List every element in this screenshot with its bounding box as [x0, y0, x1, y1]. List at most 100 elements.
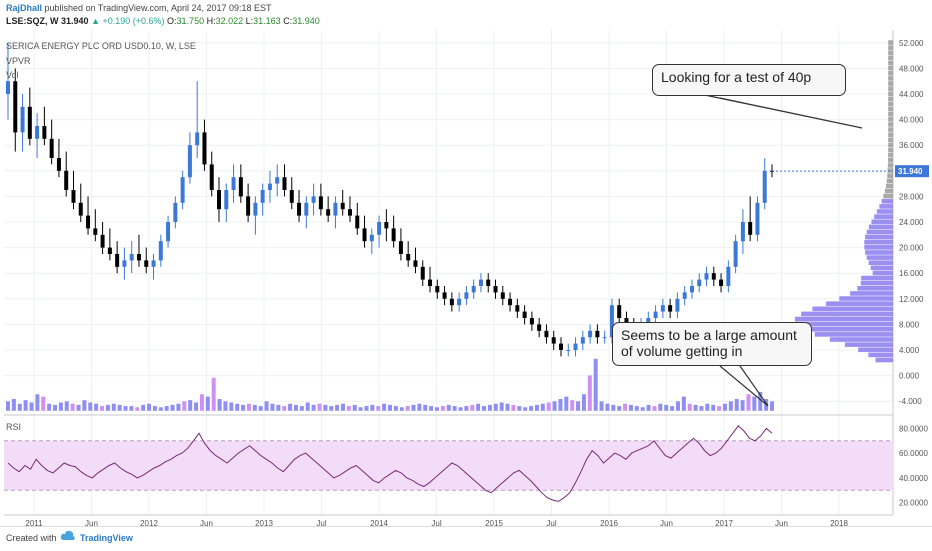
candle-body [209, 164, 214, 190]
price-tick-label: 28.000 [899, 192, 924, 201]
rsi-label[interactable]: RSI [6, 422, 22, 432]
candle-body [646, 318, 651, 325]
volume-bar [258, 406, 263, 411]
vpvr-bar [868, 260, 893, 266]
volume-bar [241, 404, 246, 411]
candle-body [71, 190, 76, 203]
volume-bar [617, 406, 622, 411]
vpvr-bar [850, 291, 893, 296]
volume-bar [82, 400, 87, 411]
rsi-tick-label: 80.0000 [899, 424, 928, 433]
volume-bar [652, 406, 657, 411]
volume-bar [199, 394, 204, 411]
volume-label[interactable]: Vol [6, 70, 19, 80]
candle-body [617, 305, 622, 318]
candle-body [435, 286, 440, 293]
candle-body [304, 202, 309, 216]
vpvr-bar [886, 178, 893, 184]
volume-bar [505, 403, 510, 411]
time-tick-label: Jun [200, 519, 213, 526]
volume-bar [129, 406, 134, 411]
price-tick-label: 52.000 [899, 39, 924, 48]
volume-bar [429, 406, 434, 411]
vpvr-bar [802, 326, 893, 332]
vpvr-bar [888, 117, 893, 122]
candle-body [180, 177, 185, 203]
vpvr-bar [866, 255, 893, 260]
candle-body [64, 170, 69, 190]
volume-bar [47, 403, 52, 411]
vpvr-bar [874, 214, 893, 219]
time-tick-label: 2013 [255, 519, 273, 526]
price-chart[interactable]: 52.00048.00044.00040.00036.00032.00028.0… [0, 30, 932, 526]
volume-bar [423, 404, 428, 411]
candle-body [187, 145, 192, 178]
candle-body [100, 234, 105, 248]
candle-body [107, 247, 112, 254]
candle-body [144, 260, 149, 267]
candle-body [20, 106, 25, 133]
candle-body [493, 286, 498, 293]
vpvr-bar [888, 50, 893, 56]
vpvr-bar [861, 275, 893, 281]
callout-test-40p: Looking for a test of 40p [652, 64, 846, 96]
candle-body [668, 305, 673, 312]
volume-bar [523, 407, 528, 411]
volume-bar [552, 401, 557, 411]
vpvr-bar [866, 229, 893, 235]
candle-body [733, 241, 738, 267]
volume-bar [611, 404, 616, 411]
author-name[interactable]: RajDhall [6, 3, 43, 13]
vpvr-bar [868, 352, 893, 358]
volume-bar [740, 400, 745, 411]
candle-body [202, 132, 207, 165]
time-tick-label: 2011 [25, 519, 43, 526]
price-change: ▲ +0.190 (+0.6%) [91, 16, 165, 26]
candle-body [573, 343, 578, 350]
time-tick-label: 2015 [485, 519, 503, 526]
candle-body [609, 305, 614, 338]
time-tick-label: Jun [85, 519, 98, 526]
time-tick-label: Jun [660, 519, 673, 526]
candle-body [136, 254, 141, 261]
volume-bar [70, 403, 75, 411]
vpvr-bar [879, 204, 893, 209]
candle-body [275, 177, 280, 184]
callout-test-40p-text: Looking for a test of 40p [661, 69, 812, 85]
candle-body [719, 279, 724, 286]
volume-bar [229, 402, 234, 411]
publish-info: RajDhall published on TradingView.com, A… [6, 3, 272, 13]
vpvr-bar [888, 96, 893, 102]
candle-body [93, 228, 98, 235]
candle-body [282, 177, 287, 190]
candle-body [27, 106, 32, 139]
vpvr-bar [829, 337, 893, 342]
volume-bar [382, 403, 387, 411]
close-label: C: [283, 16, 293, 26]
candle-body [217, 190, 222, 210]
volume-bar [446, 404, 451, 411]
volume-bar [529, 406, 534, 411]
open-label: O: [167, 16, 177, 26]
volume-bar [458, 407, 463, 411]
volume-bar [728, 401, 733, 411]
candle-body [326, 209, 331, 216]
volume-bar [752, 396, 757, 411]
vpvr-bar [860, 280, 893, 286]
candle-body [78, 202, 83, 216]
rsi-tick-label: 40.0000 [899, 474, 928, 483]
volume-bar [152, 406, 157, 411]
volume-bar [640, 407, 645, 411]
tradingview-brand[interactable]: TradingView [80, 533, 133, 543]
candle-body [260, 190, 265, 203]
candle-body [689, 286, 694, 293]
time-tick-label: 2017 [715, 519, 733, 526]
volume-bar [88, 402, 93, 411]
vpvr-label[interactable]: VPVR [6, 56, 31, 66]
volume-bar [452, 406, 457, 411]
candle-body [333, 202, 338, 216]
price-tick-label: 12.000 [899, 295, 924, 304]
volume-bar [623, 403, 628, 411]
volume-bar [717, 406, 722, 411]
candle-body [238, 177, 243, 197]
